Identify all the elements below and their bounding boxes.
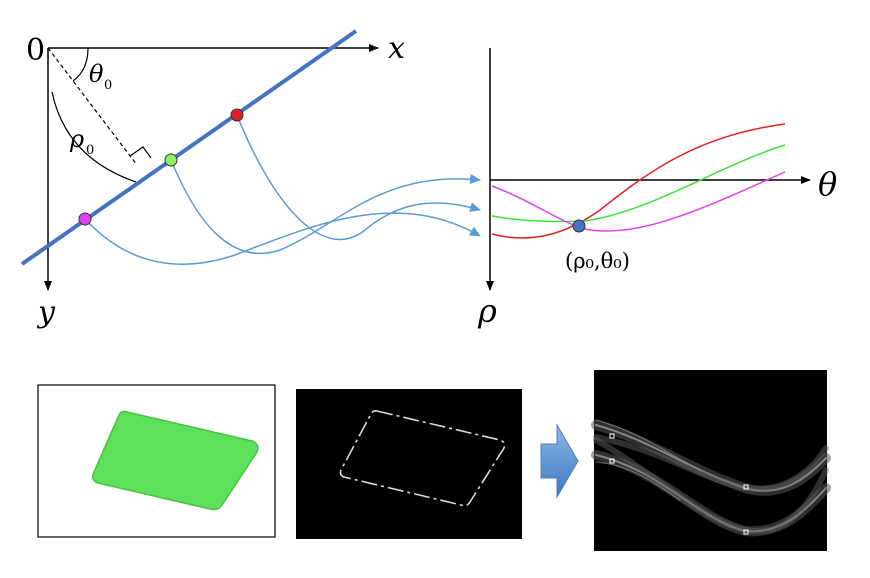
point-green: [164, 153, 178, 167]
connector-curves: [84, 114, 481, 265]
x-axis-label: x: [388, 31, 405, 66]
point-magenta: [78, 212, 92, 226]
y-axis-label: y: [36, 295, 56, 330]
rho0-arc: [51, 91, 137, 183]
svg-text:θ: θ: [89, 60, 104, 88]
image-space-panel: 0 x y θ 0 ρ 0: [20, 29, 481, 330]
sinusoid-green: [491, 144, 786, 223]
parameter-space-panel: θ ρ (ρ₀,θ₀): [477, 48, 837, 330]
origin-label: 0: [26, 33, 45, 68]
input-image: [37, 384, 276, 538]
right-angle-mark: [129, 146, 152, 159]
svg-text:0: 0: [86, 143, 94, 158]
theta0-label: θ 0: [89, 60, 112, 93]
sinusoid-red: [491, 123, 786, 239]
theta0-angle-arc: [72, 47, 89, 82]
rho0-label: ρ 0: [69, 125, 94, 158]
point-red: [230, 108, 244, 122]
sinusoid-curves: [491, 123, 786, 239]
intersection-point: [572, 219, 586, 233]
right-arrow-icon: [540, 423, 579, 499]
svg-text:ρ: ρ: [69, 125, 84, 153]
sinusoid-magenta: [491, 171, 786, 232]
connector-curve-magenta: [84, 212, 481, 265]
rho-axis-label: ρ: [477, 292, 497, 330]
process-arrow: [540, 423, 579, 499]
connector-curve-green: [170, 159, 481, 255]
intersection-label: (ρ₀,θ₀): [565, 249, 630, 273]
normal-dashed-line: [47, 47, 138, 166]
svg-text:0: 0: [104, 78, 112, 93]
connector-curve-red: [236, 114, 481, 241]
hough-accumulator-image: [591, 370, 831, 551]
detected-line: [20, 29, 358, 266]
theta-axis-label: θ: [818, 165, 837, 203]
edge-image: [296, 389, 522, 539]
green-card: [91, 410, 259, 511]
edge-outline: [339, 410, 506, 507]
accumulator-peaks: [609, 433, 749, 535]
